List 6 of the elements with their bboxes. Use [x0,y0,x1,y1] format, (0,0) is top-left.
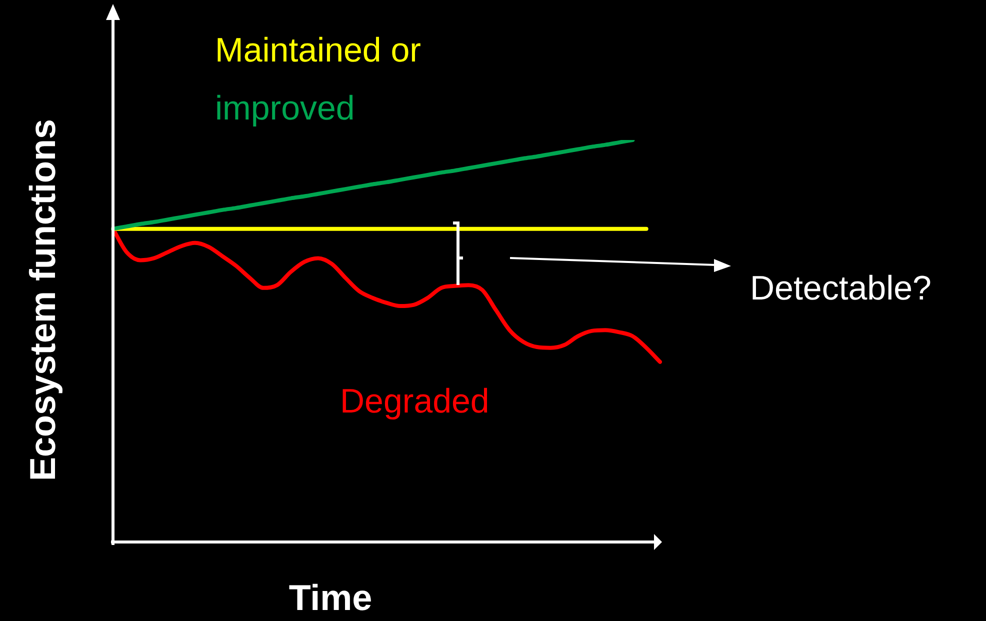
series-label: Degraded [340,382,490,420]
series-label: improved [215,89,355,128]
x-axis-title: Time [288,576,372,618]
text: Detectable? [750,269,932,308]
text: Maintained or [215,31,422,70]
y-axis-title: Ecosystem functions [22,118,63,482]
